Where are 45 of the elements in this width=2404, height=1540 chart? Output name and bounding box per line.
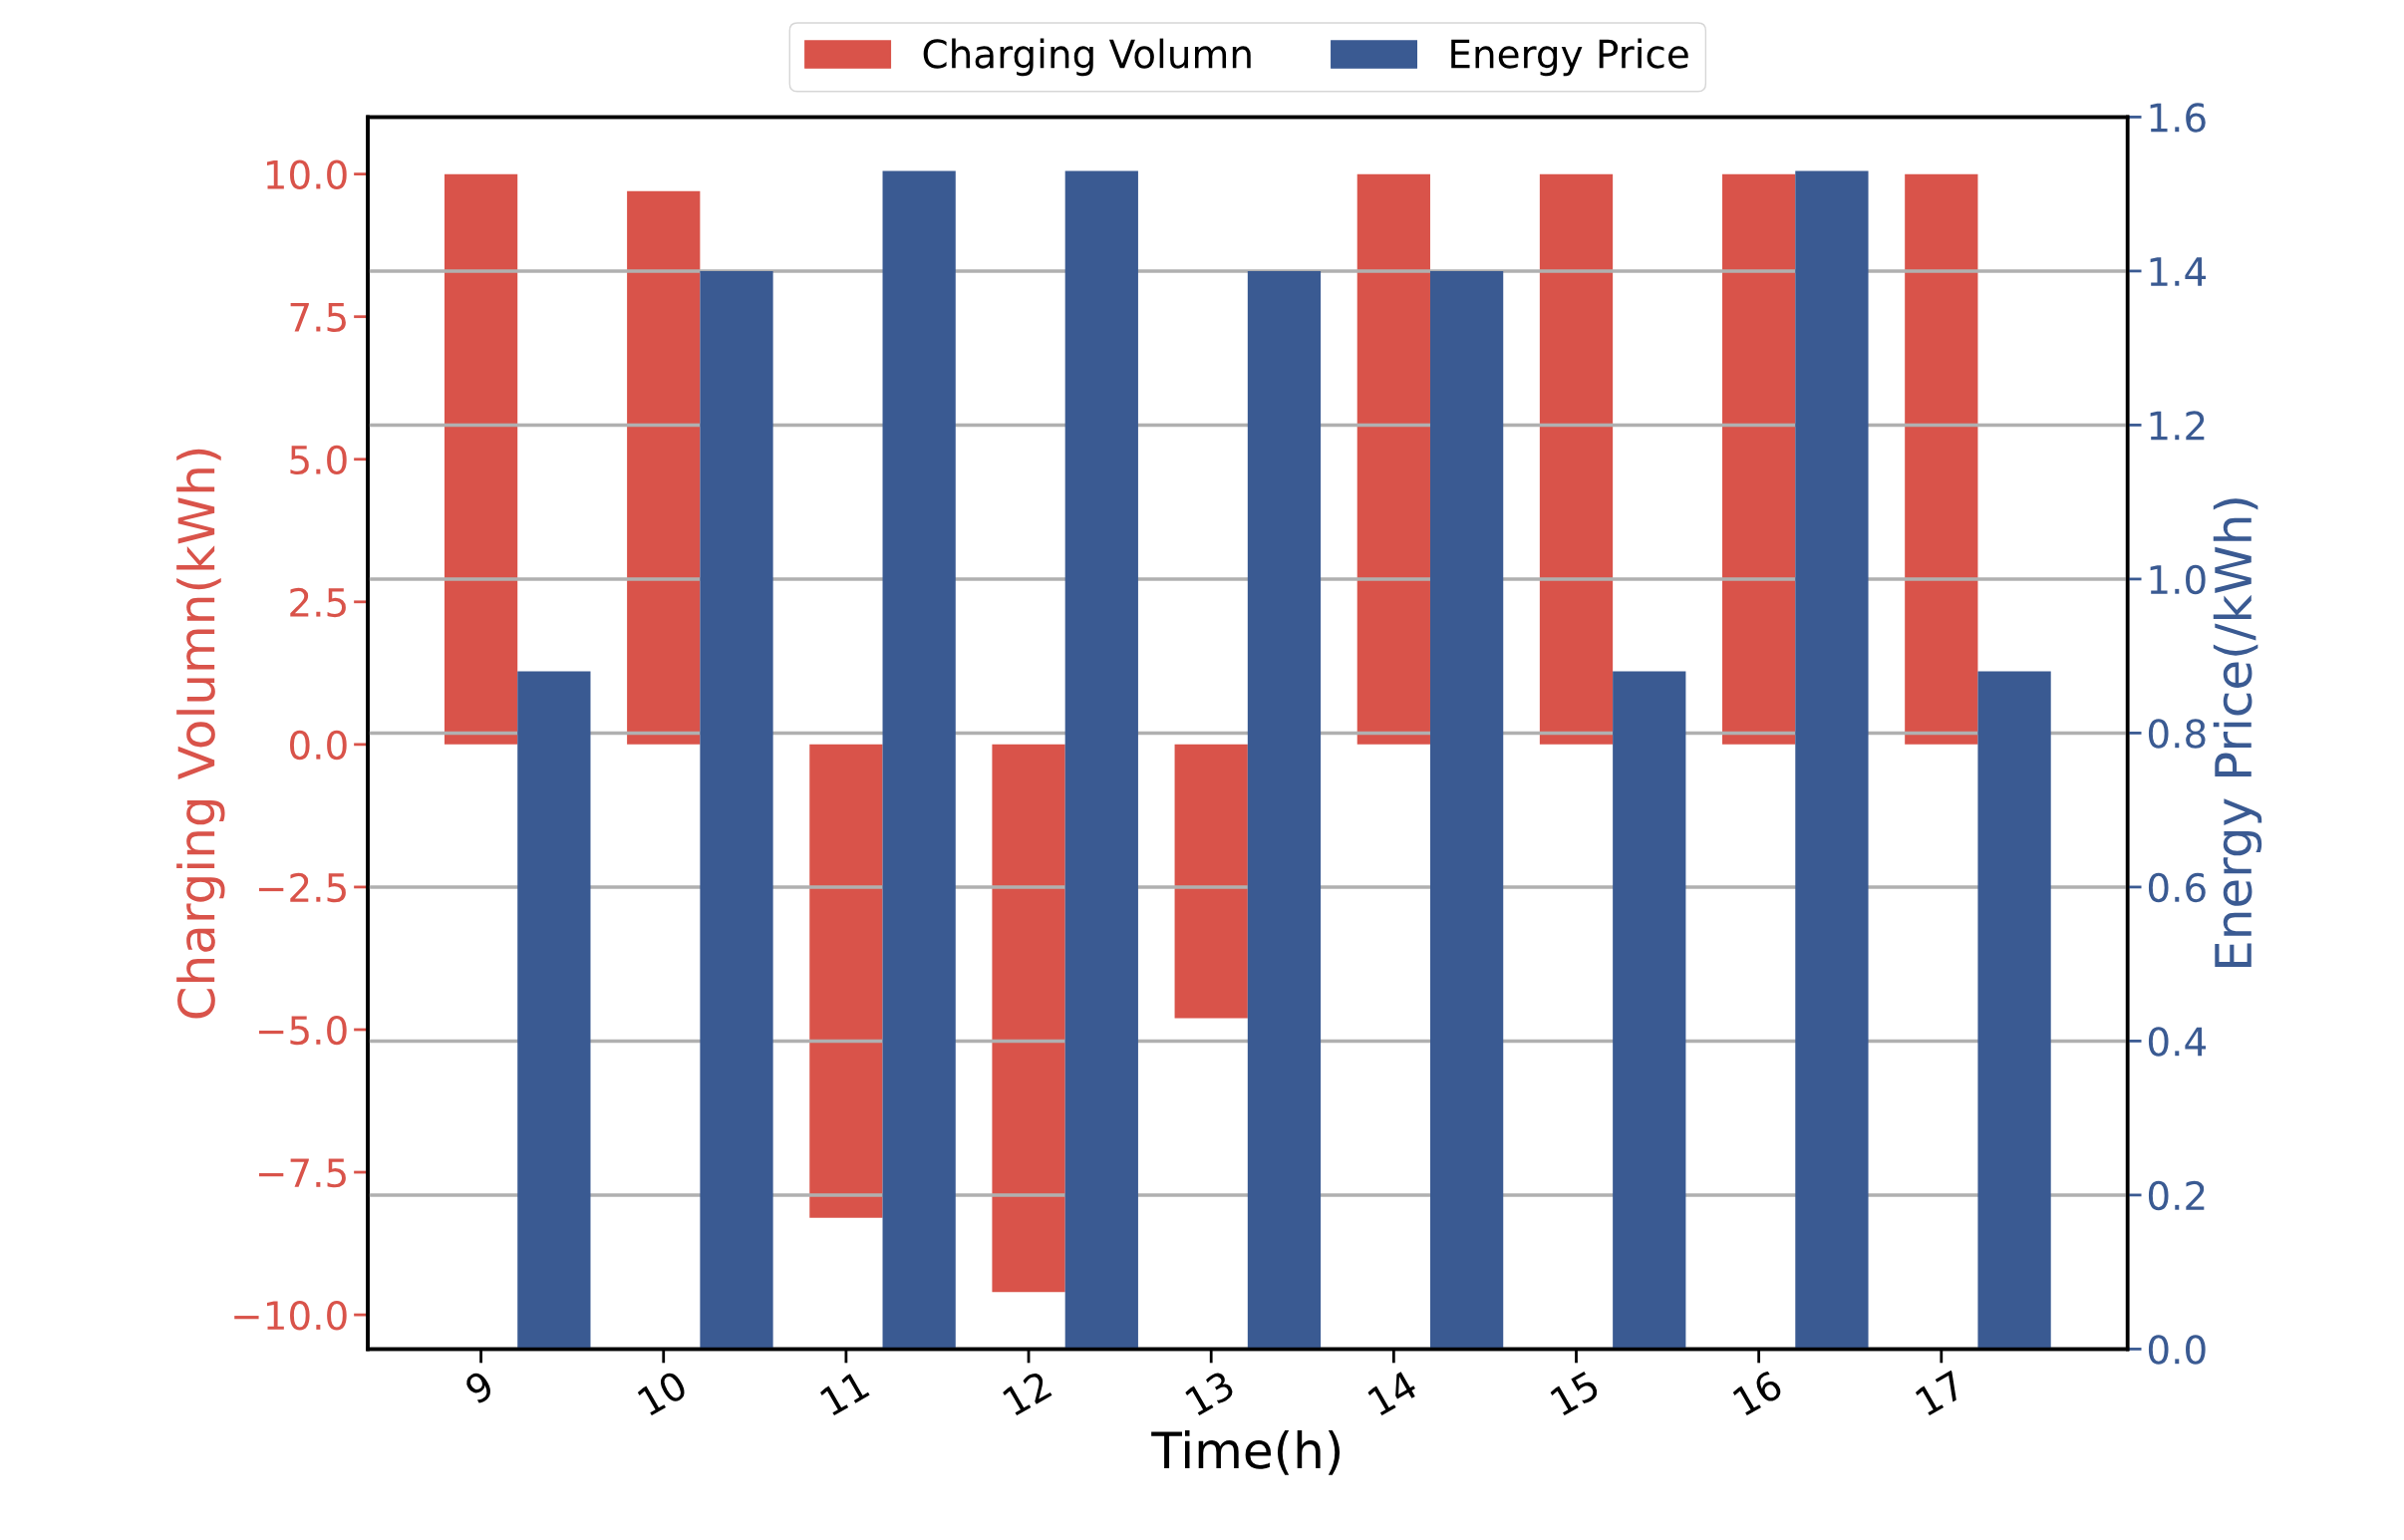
bar — [1795, 170, 1869, 1350]
bar — [882, 170, 956, 1350]
x-axis-title: Time(h) — [1151, 1430, 1341, 1475]
bar — [700, 270, 773, 1350]
y2-tick-label: 1.4 — [2150, 257, 2207, 286]
bar — [517, 671, 591, 1350]
x-tick-label: 11 — [819, 1371, 870, 1416]
x-tick-label: 12 — [1002, 1370, 1052, 1416]
x-tick-label: 17 — [1915, 1370, 1965, 1416]
y2-tick-label: 1.2 — [2150, 411, 2205, 441]
bar — [1247, 270, 1322, 1350]
y2-axis-title: Energy Price(/kWh) — [2213, 498, 2262, 967]
y-tick-label: −10.0 — [234, 1301, 347, 1331]
bar — [1905, 173, 1978, 745]
y-tick-label: −5.0 — [258, 1015, 347, 1046]
bar — [1613, 671, 1686, 1350]
x-tick-label: 10 — [636, 1370, 689, 1416]
legend-label: Charging Volumn — [923, 38, 1251, 77]
y-tick-label: 7.5 — [290, 303, 346, 333]
y-tick-label: 0.0 — [290, 730, 347, 761]
x-tick-label: 16 — [1731, 1369, 1784, 1416]
bar — [1429, 270, 1504, 1350]
bar — [444, 173, 518, 745]
y2-tick-label: 0.2 — [2148, 1180, 2205, 1211]
y-tick-label: 2.5 — [290, 587, 346, 618]
y-tick-label: −7.5 — [258, 1158, 346, 1188]
bar — [1064, 170, 1138, 1350]
y2-tick-label: 0.4 — [2148, 1027, 2207, 1057]
y-tick-label: −2.5 — [258, 872, 346, 903]
y-axis-title: Charging Volumn(kWh) — [176, 449, 225, 1019]
y2-tick-label: 1.6 — [2150, 103, 2206, 133]
y-tick-label: 10.0 — [266, 159, 347, 189]
bar — [1539, 173, 1614, 745]
y-tick-label: 5.0 — [290, 445, 347, 475]
x-tick-label: 9 — [462, 1370, 495, 1405]
x-tick-label: 13 — [1184, 1370, 1236, 1416]
y2-tick-label: 1.0 — [2150, 564, 2206, 595]
legend-label: Energy Price — [1451, 38, 1688, 77]
y2-tick-label: 0.0 — [2148, 1335, 2206, 1365]
x-tick-label: 14 — [1366, 1370, 1419, 1416]
y2-tick-label: 0.8 — [2148, 719, 2206, 749]
y2-tick-label: 0.6 — [2148, 872, 2206, 903]
bar — [1174, 744, 1248, 1019]
bar — [1977, 671, 2051, 1350]
x-tick-label: 15 — [1549, 1370, 1601, 1416]
